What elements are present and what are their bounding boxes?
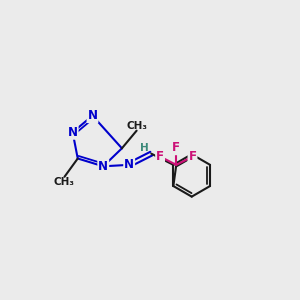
Text: F: F <box>172 141 180 154</box>
Text: N: N <box>124 158 134 171</box>
Text: N: N <box>68 126 78 139</box>
Text: N: N <box>98 160 108 173</box>
Text: CH₃: CH₃ <box>54 177 75 187</box>
Text: N: N <box>88 109 98 122</box>
Text: H: H <box>140 143 148 153</box>
Text: F: F <box>156 150 164 163</box>
Text: CH₃: CH₃ <box>126 121 147 130</box>
Text: F: F <box>188 150 196 163</box>
